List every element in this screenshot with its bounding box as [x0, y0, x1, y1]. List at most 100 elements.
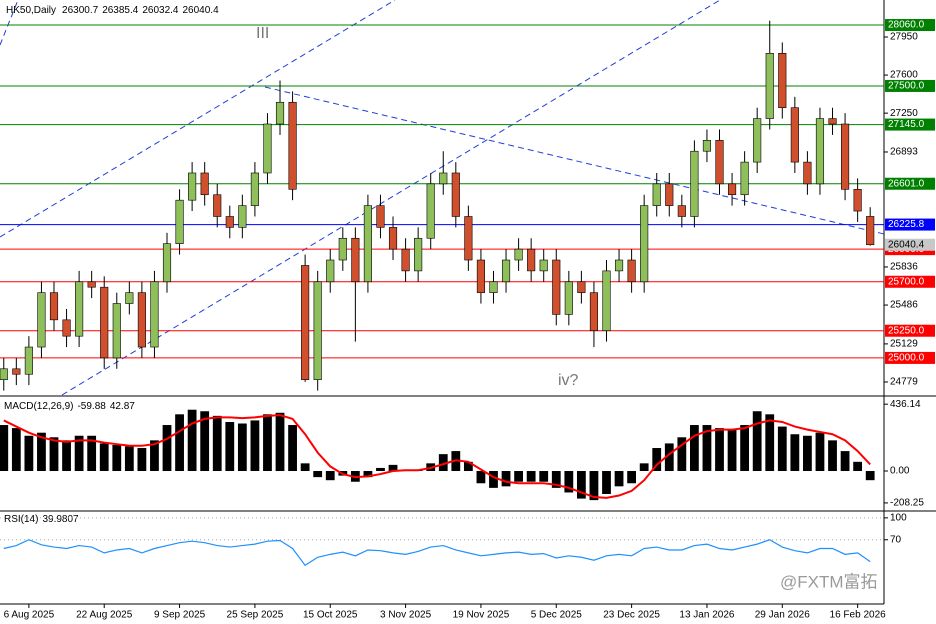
- rsi-value: 39.9807: [42, 514, 79, 525]
- x-tick-label: 15 Oct 2025: [303, 610, 358, 621]
- macd-bar: [288, 425, 297, 472]
- macd-bar: [463, 461, 473, 472]
- candle-body: [363, 205, 372, 283]
- macd-bar: [0, 425, 9, 472]
- candle-body: [778, 53, 787, 109]
- x-tick-label: 6 Aug 2025: [4, 610, 55, 621]
- macd-bar: [124, 446, 134, 472]
- level-label-box: [885, 351, 935, 364]
- trend-line: [0, 0, 19, 46]
- macd-bar: [137, 448, 147, 472]
- y-tick-label: 27600: [890, 70, 918, 81]
- macd-bar: [112, 444, 122, 472]
- candle-body: [790, 107, 799, 163]
- macd-bar: [514, 471, 523, 482]
- candle-body: [263, 123, 272, 174]
- candle-body: [514, 248, 523, 261]
- indicator-header: MACD(12,26,9) -59.88 42.87: [4, 401, 135, 412]
- candle-body: [464, 216, 473, 261]
- macd-bar: [526, 471, 536, 482]
- candle-body: [866, 216, 875, 246]
- candle-body: [376, 205, 385, 228]
- x-tick-label: 13 Jan 2026: [679, 610, 734, 621]
- candle-body: [614, 259, 624, 272]
- macd-bar: [702, 425, 712, 472]
- x-tick-label: 29 Jan 2026: [755, 610, 810, 621]
- macd-bar: [388, 464, 398, 472]
- watermark: @FXTM富拓: [780, 572, 878, 591]
- candle-body: [388, 227, 398, 250]
- candle-body: [326, 259, 335, 283]
- candle-body: [401, 248, 410, 272]
- macd-bar: [175, 414, 184, 472]
- macd-bar: [865, 471, 875, 481]
- candle-body: [552, 259, 561, 315]
- candle-body: [727, 183, 737, 196]
- macd-bar: [87, 435, 97, 472]
- macd-bar: [263, 414, 272, 472]
- close-value: 26040.4: [183, 5, 220, 16]
- indicator-label: RSI(14): [4, 514, 38, 525]
- candle-body: [12, 368, 21, 375]
- macd-bar: [727, 429, 737, 472]
- macd-bar: [539, 471, 549, 482]
- macd-bar: [162, 425, 172, 472]
- macd-bar: [200, 411, 210, 472]
- candle-body: [702, 140, 712, 152]
- macd-bar: [815, 432, 825, 472]
- candle-body: [301, 265, 310, 380]
- candle-body: [501, 259, 511, 283]
- x-tick-label: 19 Nov 2025: [453, 610, 510, 621]
- macd-bar: [677, 437, 687, 472]
- level-label-box: [885, 324, 935, 337]
- candle-body: [175, 199, 184, 244]
- macd-bar: [840, 451, 850, 472]
- macd-bar: [237, 423, 247, 472]
- candle-body: [112, 303, 121, 359]
- macd-bar: [250, 420, 260, 472]
- candle-body: [627, 259, 636, 283]
- macd-bar: [715, 428, 724, 472]
- macd-bar: [790, 434, 800, 472]
- level-label: 28060.0: [888, 20, 925, 31]
- candle-body: [539, 259, 548, 272]
- level-label: 26601.0: [888, 178, 925, 189]
- level-label-box: [885, 19, 935, 32]
- high-value: 26385.4: [102, 5, 139, 16]
- candle-body: [439, 172, 448, 185]
- y-tick-label: -208.25: [890, 498, 924, 509]
- macd-bar: [150, 440, 159, 472]
- candle-body: [338, 237, 347, 261]
- candle-body: [564, 281, 573, 315]
- y-tick-label: 70: [890, 534, 902, 545]
- level-label: 25000.0: [888, 353, 925, 364]
- wave-label: iv?: [558, 372, 579, 389]
- x-tick-label: 5 Dec 2025: [531, 610, 583, 621]
- macd-bar: [576, 471, 586, 499]
- candle-body: [527, 248, 536, 272]
- macd-bar: [564, 471, 574, 493]
- x-tick-label: 22 Aug 2025: [76, 610, 133, 621]
- rsi-line: [3, 539, 871, 567]
- macd-bar: [476, 471, 486, 484]
- macd-value: -59.88: [77, 401, 106, 412]
- level-label-box: [885, 218, 935, 231]
- candle-body: [665, 183, 674, 206]
- macd-bar: [652, 448, 662, 472]
- macd-bar: [300, 463, 310, 472]
- level-label: 27500.0: [888, 81, 925, 92]
- low-value: 26032.4: [142, 5, 179, 16]
- candle-body: [715, 140, 724, 185]
- macd-bar: [363, 471, 373, 478]
- candle-body: [0, 368, 8, 380]
- candle-body: [62, 319, 71, 337]
- candle-body: [841, 123, 850, 190]
- level-label-box: [885, 275, 935, 288]
- candle-body: [24, 346, 33, 375]
- indicator-header: RSI(14) 39.9807: [4, 514, 79, 525]
- candle-body: [275, 101, 285, 125]
- candle-body: [188, 172, 197, 201]
- macd-bar: [313, 471, 323, 478]
- candle-body: [753, 118, 762, 163]
